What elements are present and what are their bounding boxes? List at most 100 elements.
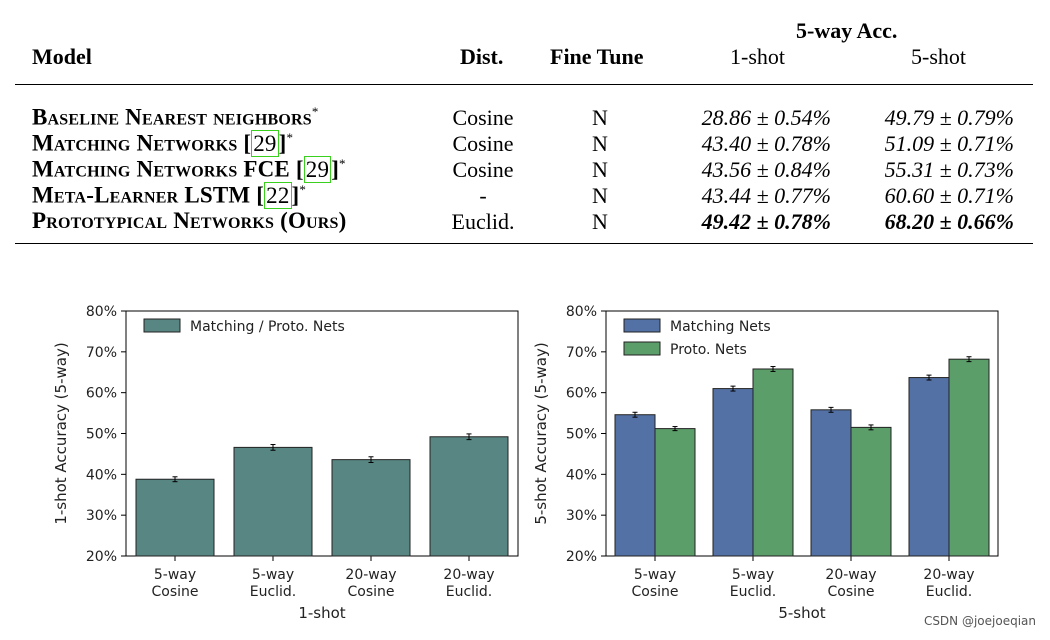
cell-dist: Euclid. — [451, 209, 515, 234]
bar — [654, 428, 696, 557]
cell-5-shot: 49.79 ± 0.79% — [884, 105, 1014, 130]
x-tick-label: 5-way — [634, 567, 676, 583]
y-tick-label: 80% — [86, 304, 117, 320]
cell-1-shot: 49.42 ± 0.78% — [701, 209, 831, 234]
cell-fine-tune: N — [592, 157, 608, 182]
bar — [135, 478, 215, 557]
x-tick-label: Cosine — [151, 584, 198, 600]
y-tick-label: 60% — [566, 386, 597, 402]
x-tick-label: 20-way — [345, 567, 396, 583]
chart-5-shot: 20% 30% 40% 50% 60% 70% 80% 5-shot Accuracy (5-… — [532, 304, 999, 622]
cell-dist: Cosine — [452, 105, 514, 130]
bar — [429, 436, 509, 557]
table-header-rule — [15, 84, 1033, 85]
legend-label: Matching / Proto. Nets — [190, 319, 345, 335]
footnote-star: * — [339, 156, 346, 171]
cell-1-shot: 28.86 ± 0.54% — [701, 105, 831, 130]
y-tick-label: 20% — [566, 549, 597, 565]
y-tick-label: 30% — [566, 508, 597, 524]
results-table: 5-way Acc. Model Dist. Fine Tune 1-shot … — [0, 0, 1050, 260]
legend-label: Matching Nets — [670, 319, 771, 335]
cell-dist: Cosine — [452, 157, 514, 182]
y-tick-label: 60% — [86, 386, 117, 402]
cell-1-shot: 43.44 ± 0.77% — [701, 183, 831, 208]
x-tick-label: Cosine — [827, 584, 874, 600]
y-tick-label: 40% — [566, 467, 597, 483]
footnote-star: * — [311, 104, 319, 119]
y-tick-label: 70% — [566, 345, 597, 361]
table-row-model: Baseline Nearest neighbors* — [32, 104, 319, 131]
x-axis-label: 5-shot — [778, 604, 825, 622]
model-name: Matching Networks FCE — [32, 156, 296, 182]
cell-fine-tune: N — [592, 209, 608, 234]
legend-label: Proto. Nets — [670, 342, 747, 358]
cell-fine-tune: N — [592, 183, 608, 208]
x-axis-label: 1-shot — [298, 604, 345, 622]
y-axis-label: 5-shot Accuracy (5-way) — [532, 342, 550, 524]
x-tick-label: 20-way — [923, 567, 974, 583]
model-name: Prototypical Networks (Ours) — [32, 208, 347, 233]
footnote-star: * — [299, 182, 307, 197]
legend-swatch — [623, 341, 661, 356]
cell-5-shot: 55.31 ± 0.73% — [884, 157, 1014, 182]
header-model: Model — [32, 44, 92, 69]
chart-1-shot: 20% 30% 40% 50% 60% 70% 80% 1-shot Accuracy (5-… — [52, 304, 519, 622]
table-bottom-rule — [15, 243, 1033, 244]
y-tick-label: 50% — [86, 427, 117, 443]
y-tick-label: 40% — [86, 467, 117, 483]
x-tick-label: 20-way — [443, 567, 494, 583]
header-1-shot: 1-shot — [730, 44, 785, 69]
cell-fine-tune: N — [592, 105, 608, 130]
header-5way-acc: 5-way Acc. — [796, 18, 898, 43]
x-tick-label: 5-way — [252, 567, 294, 583]
footnote-star: * — [286, 130, 294, 145]
model-name: Matching Networks — [32, 130, 244, 156]
header-fine-tune: Fine Tune — [550, 44, 644, 69]
model-name: Meta-Learner LSTM — [32, 182, 257, 208]
cell-fine-tune: N — [592, 131, 608, 156]
table-row-model: Prototypical Networks (Ours) — [32, 208, 347, 234]
header-dist: Dist. — [460, 44, 504, 69]
bar — [948, 358, 990, 557]
cell-1-shot: 43.40 ± 0.78% — [701, 131, 831, 156]
y-tick-label: 50% — [566, 427, 597, 443]
bar — [752, 368, 794, 557]
bar — [712, 388, 754, 557]
x-tick-label: 20-way — [825, 567, 876, 583]
y-tick-label: 80% — [566, 304, 597, 320]
table-row-model: Matching Networks [29]* — [32, 129, 294, 157]
x-tick-label: Cosine — [631, 584, 678, 600]
bar — [614, 414, 656, 557]
y-tick-label: 20% — [86, 549, 117, 565]
x-tick-label: Euclid. — [926, 584, 973, 600]
watermark: CSDN @joejoeqian — [923, 614, 1036, 628]
x-tick-label: 5-way — [154, 567, 196, 583]
bar — [908, 377, 950, 557]
cell-dist: Cosine — [452, 131, 514, 156]
x-tick-label: Cosine — [347, 584, 394, 600]
citation-link[interactable]: 22 — [264, 181, 292, 209]
model-name: Baseline Nearest neighbors — [32, 104, 312, 130]
x-tick-label: Euclid. — [730, 584, 777, 600]
header-5-shot: 5-shot — [911, 44, 966, 69]
y-tick-label: 30% — [86, 508, 117, 524]
bar — [331, 459, 411, 557]
cell-1-shot: 43.56 ± 0.84% — [701, 157, 831, 182]
x-tick-label: Euclid. — [446, 584, 493, 600]
bar — [233, 446, 313, 557]
x-tick-label: 5-way — [732, 567, 774, 583]
citation-link[interactable]: 29 — [303, 155, 332, 183]
bar — [810, 409, 852, 557]
table-row-model: Meta-Learner LSTM [22]* — [32, 181, 307, 209]
citation-link[interactable]: 29 — [251, 129, 279, 157]
legend-swatch — [623, 318, 661, 333]
cell-5-shot: 51.09 ± 0.71% — [884, 131, 1014, 156]
cell-dist: - — [479, 183, 487, 208]
bar — [850, 426, 892, 557]
table-row-model: Matching Networks FCE [29]* — [32, 155, 346, 183]
cell-5-shot: 68.20 ± 0.66% — [884, 209, 1014, 234]
y-axis-label: 1-shot Accuracy (5-way) — [52, 342, 70, 524]
legend-swatch — [143, 318, 181, 333]
x-tick-label: Euclid. — [250, 584, 297, 600]
y-tick-label: 70% — [86, 345, 117, 361]
